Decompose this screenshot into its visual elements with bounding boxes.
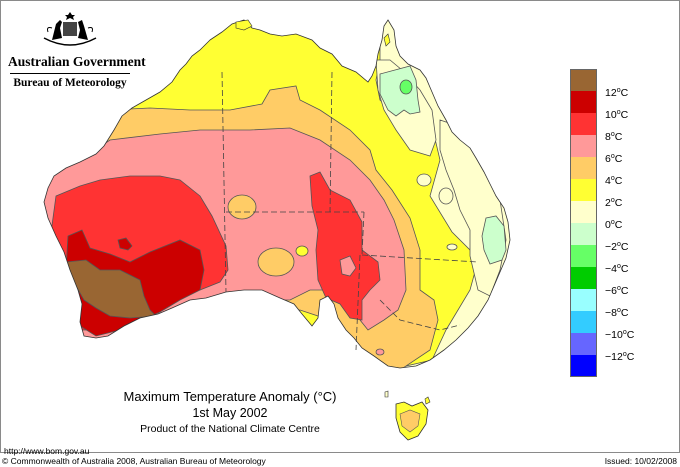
legend-swatch-6-8	[570, 135, 597, 157]
legend-label: 6oC	[605, 153, 623, 165]
legend-label: 4oC	[605, 175, 623, 187]
legend-swatch-below-minus12	[570, 355, 597, 377]
legend-swatch-minus10-minus8	[570, 311, 597, 333]
legend-swatch-minus2-0	[570, 223, 597, 245]
issued-date: Issued: 10/02/2008	[604, 456, 677, 466]
legend-label: −12oC	[605, 351, 635, 363]
legend-swatch-10-12	[570, 91, 597, 113]
bureau-name: Bureau of Meteorology	[13, 77, 127, 89]
legend-swatch-8-10	[570, 113, 597, 135]
copyright-notice: © Commonwealth of Australia 2008, Austra…	[2, 456, 266, 466]
legend-swatch-0-2	[570, 201, 597, 223]
legend-label: −4oC	[605, 263, 629, 275]
legend-swatch-4-6	[570, 157, 597, 179]
logo-divider	[10, 73, 130, 74]
legend-label: −6oC	[605, 285, 629, 297]
map-product-note: Product of the National Climate Centre	[140, 423, 320, 435]
legend-swatch-above-12	[570, 69, 597, 91]
legend-label: −10oC	[605, 329, 635, 341]
legend-swatch-2-4	[570, 179, 597, 201]
bom-website-link[interactable]: http://www.bom.gov.au	[4, 446, 90, 456]
legend-label: −2oC	[605, 241, 629, 253]
legend-swatch-minus6-minus4	[570, 267, 597, 289]
legend-swatch-minus8-minus6	[570, 289, 597, 311]
map-date: 1st May 2002	[192, 406, 268, 420]
legend-label: 2oC	[605, 197, 623, 209]
legend-swatch-minus4-minus2	[570, 245, 597, 267]
agency-logo: Australian Government Bureau of Meteorol…	[8, 8, 146, 98]
australia-temperature-anomaly-map	[43, 19, 511, 441]
legend-label: 8oC	[605, 131, 623, 143]
agency-name: Australian Government	[8, 54, 146, 69]
legend-label: 10oC	[605, 109, 629, 121]
legend-label: −8oC	[605, 307, 629, 319]
map-title: Maximum Temperature Anomaly (°C)	[123, 389, 337, 404]
legend-label: 12oC	[605, 87, 629, 99]
legend-swatch-minus12-minus10	[570, 333, 597, 355]
legend-label: 0oC	[605, 219, 623, 231]
commonwealth-coat-of-arms-icon	[43, 12, 97, 46]
